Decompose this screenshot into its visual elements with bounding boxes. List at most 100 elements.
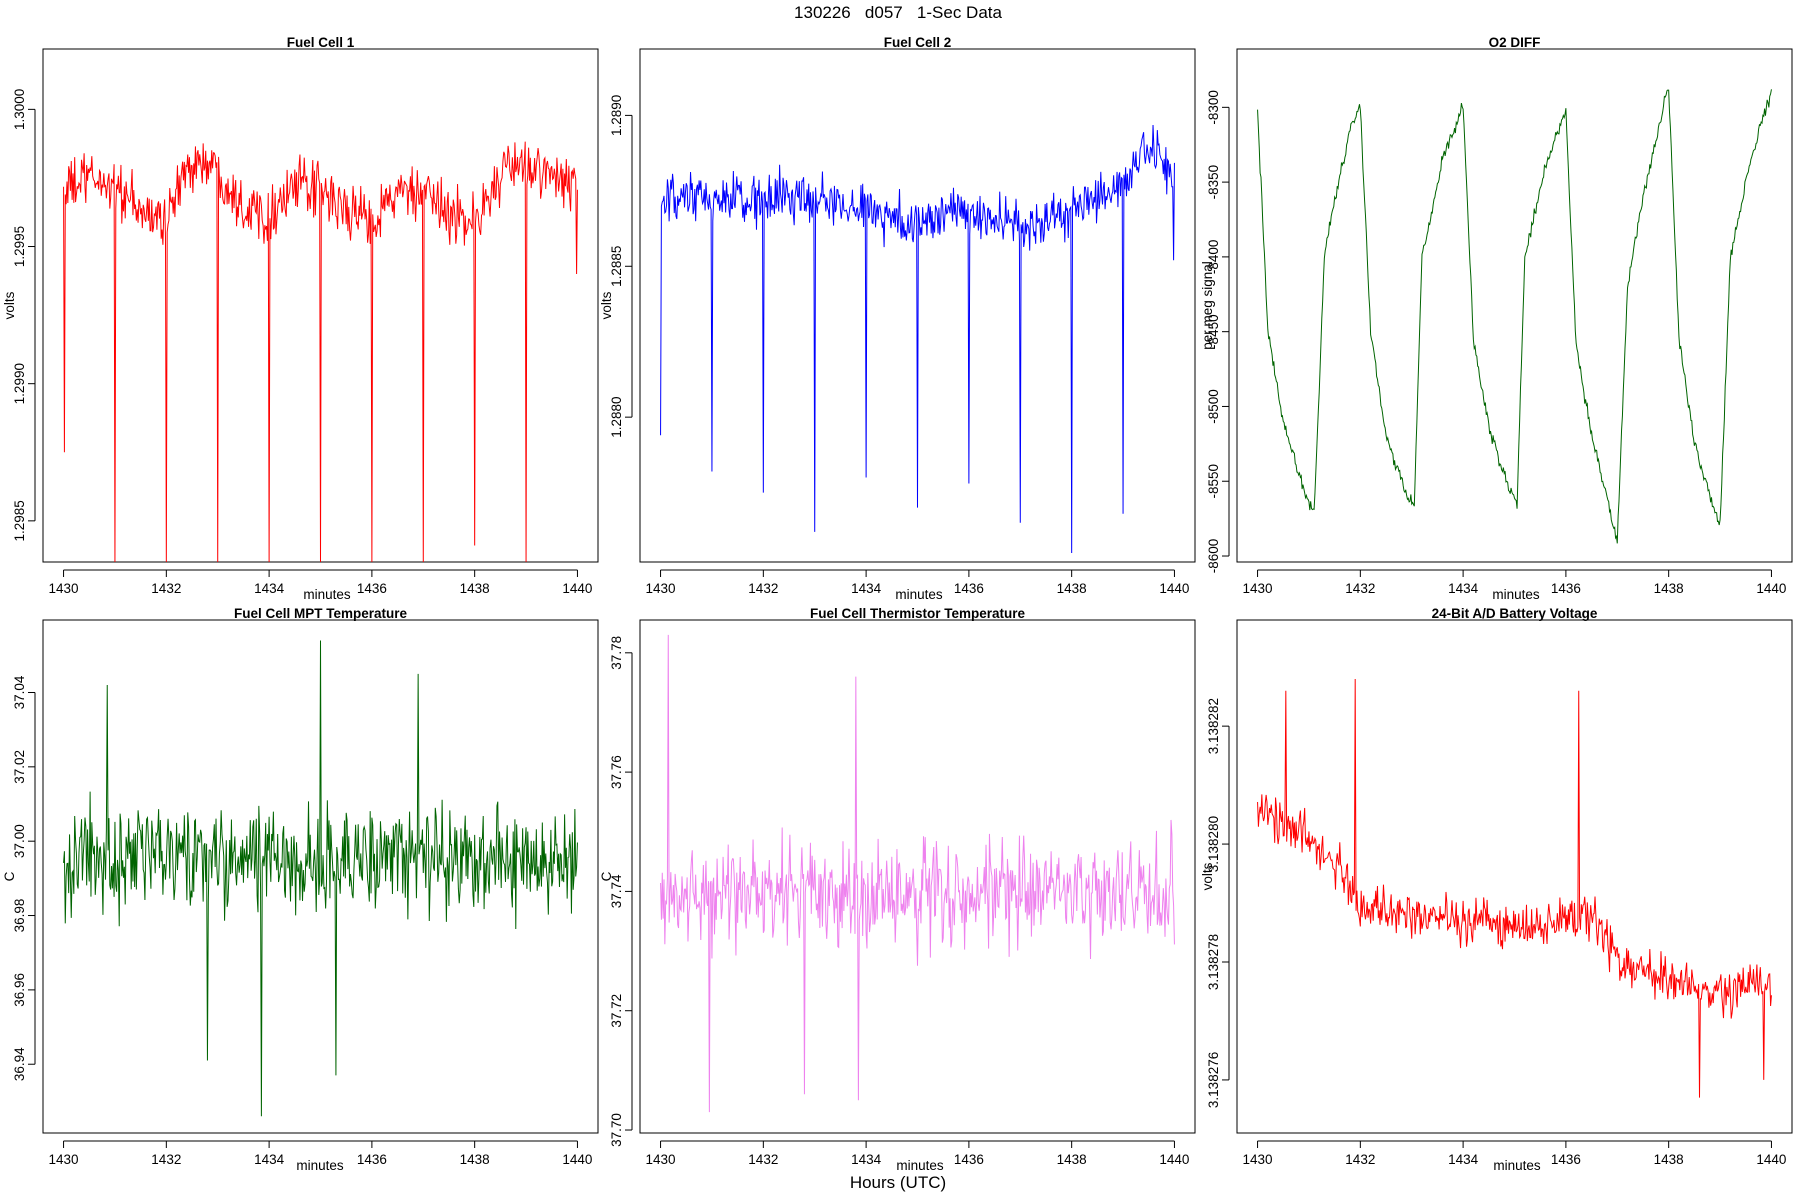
- x-tick-label: 1436: [1551, 581, 1581, 596]
- y-tick-label: 1.2880: [609, 397, 624, 438]
- plot-frame: [639, 619, 1196, 1134]
- panel-title: Fuel Cell 1: [287, 35, 355, 50]
- y-axis-label: volts: [2, 291, 17, 319]
- y-tick-label: 36.98: [12, 899, 27, 933]
- plot-frame: [1236, 619, 1793, 1134]
- y-tick-label: 36.94: [12, 1047, 27, 1081]
- x-tick-label: 1434: [851, 581, 882, 596]
- x-tick-label: 1438: [1057, 581, 1087, 596]
- x-tick-label: 1432: [1345, 1152, 1375, 1167]
- figure-title: 130226 d057 1-Sec Data: [794, 3, 1002, 22]
- x-tick-label: 1436: [954, 1152, 984, 1167]
- x-tick-label: 1432: [748, 581, 778, 596]
- y-axis: -8600 -8550 -8500 -8450 -8400 -8350 -8300: [1206, 90, 1230, 574]
- y-tick-label: 37.78: [609, 636, 624, 670]
- x-tick-label: 1430: [646, 581, 676, 596]
- x-tick-label: 1440: [562, 581, 592, 596]
- x-axis-label: minutes: [896, 1158, 944, 1173]
- panel-fuel-cell-thermistor-temperature: Fuel Cell Thermistor Temperature minutes…: [599, 606, 1196, 1173]
- series-line: [63, 141, 578, 563]
- panel-title: Fuel Cell Thermistor Temperature: [810, 606, 1026, 621]
- y-tick-label: -8500: [1206, 389, 1221, 424]
- panel-fuel-cell-mpt-temperature: Fuel Cell MPT Temperature minutes C 1430…: [2, 606, 599, 1173]
- x-axis-label: minutes: [1493, 1158, 1541, 1173]
- x-tick-label: 1438: [460, 581, 490, 596]
- y-axis: 1.2880 1.2885 1.2890: [609, 95, 633, 438]
- x-tick-label: 1440: [1756, 581, 1786, 596]
- y-tick-label: 37.00: [12, 824, 27, 858]
- y-axis: 36.94 36.96 36.98 37.00 37.02 37.04: [12, 675, 36, 1081]
- x-tick-label: 1438: [1057, 1152, 1087, 1167]
- y-tick-label: 1.2890: [609, 95, 624, 136]
- y-axis-label: volts: [1200, 862, 1215, 890]
- y-tick-label: 1.2885: [609, 246, 624, 287]
- x-tick-label: 1434: [254, 1152, 285, 1167]
- x-axis-label: minutes: [895, 587, 943, 602]
- y-tick-label: 37.72: [609, 994, 624, 1028]
- y-tick-label: 37.02: [12, 750, 27, 784]
- panel-title: Fuel Cell 2: [884, 35, 952, 50]
- series-line: [660, 124, 1175, 553]
- x-tick-label: 1436: [357, 1152, 387, 1167]
- x-tick-label: 1432: [151, 581, 181, 596]
- x-tick-label: 1436: [1551, 1152, 1581, 1167]
- figure-xlabel: Hours (UTC): [850, 1173, 946, 1192]
- x-tick-label: 1440: [1159, 1152, 1189, 1167]
- x-axis: 1430 1432 1434 1436 1438 1440: [646, 569, 1189, 596]
- y-tick-label: -8600: [1206, 539, 1221, 574]
- plot-frame: [639, 48, 1196, 563]
- panel-title: Fuel Cell MPT Temperature: [234, 606, 408, 621]
- x-tick-label: 1438: [1654, 581, 1684, 596]
- x-tick-label: 1434: [1448, 1152, 1479, 1167]
- y-tick-label: 37.70: [609, 1113, 624, 1147]
- x-tick-label: 1438: [460, 1152, 490, 1167]
- y-axis-label: C: [599, 871, 614, 881]
- x-tick-label: 1438: [1654, 1152, 1684, 1167]
- plot-frame: [1236, 48, 1793, 563]
- x-axis: 1430 1432 1434 1436 1438 1440: [49, 569, 592, 596]
- x-tick-label: 1430: [49, 1152, 79, 1167]
- panel-title: 24-Bit A/D Battery Voltage: [1432, 606, 1598, 621]
- x-axis-label: minutes: [1492, 587, 1540, 602]
- x-axis: 1430 1432 1434 1436 1438 1440: [646, 1140, 1189, 1167]
- x-tick-label: 1434: [851, 1152, 882, 1167]
- y-tick-label: 1.2995: [12, 226, 27, 267]
- y-axis: 37.70 37.72 37.74 37.76 37.78: [609, 636, 633, 1147]
- panel-title: O2 DIFF: [1489, 35, 1541, 50]
- panel-fuel-cell-1: Fuel Cell 1 minutes volts 1430 1432 1434 14…: [2, 35, 599, 602]
- x-tick-label: 1432: [1345, 581, 1375, 596]
- panel-fuel-cell-2: Fuel Cell 2 minutes volts 1430 1432 1434 14…: [599, 35, 1196, 602]
- y-tick-label: 1.3000: [12, 89, 27, 130]
- x-axis: 1430 1432 1434 1436 1438 1440: [1243, 569, 1786, 596]
- y-tick-label: -8400: [1206, 240, 1221, 275]
- y-tick-label: 3.138276: [1206, 1052, 1221, 1108]
- panel-battery-voltage: 24-Bit A/D Battery Voltage minutes volts…: [1200, 606, 1793, 1173]
- y-tick-label: -8350: [1206, 165, 1221, 200]
- y-tick-label: 3.138280: [1206, 816, 1221, 872]
- x-axis-label: minutes: [303, 587, 351, 602]
- series-line: [660, 634, 1175, 1113]
- x-tick-label: 1434: [254, 581, 285, 596]
- y-tick-label: 36.96: [12, 973, 27, 1007]
- y-axis: 1.2985 1.2990 1.2995 1.3000: [12, 89, 36, 541]
- x-tick-label: 1436: [954, 581, 984, 596]
- y-tick-label: -8550: [1206, 464, 1221, 499]
- y-axis-label: per meg signal: [1200, 261, 1215, 350]
- y-axis: 3.138276 3.138278 3.138280 3.138282: [1206, 698, 1230, 1108]
- y-tick-label: -8450: [1206, 314, 1221, 349]
- x-tick-label: 1434: [1448, 581, 1479, 596]
- panel-o2-diff: O2 DIFF minutes per meg signal 1430 1432 1…: [1200, 35, 1793, 602]
- x-tick-label: 1432: [151, 1152, 181, 1167]
- series-line: [63, 640, 578, 1117]
- y-tick-label: 37.74: [609, 874, 624, 908]
- x-tick-label: 1430: [1243, 581, 1273, 596]
- x-tick-label: 1430: [1243, 1152, 1273, 1167]
- x-axis: 1430 1432 1434 1436 1438 1440: [1243, 1140, 1786, 1167]
- x-tick-label: 1436: [357, 581, 387, 596]
- y-tick-label: 1.2990: [12, 363, 27, 404]
- x-tick-label: 1430: [49, 581, 79, 596]
- plot-frame: [42, 619, 599, 1134]
- x-axis: 1430 1432 1434 1436 1438 1440: [49, 1140, 592, 1167]
- y-axis-label: volts: [599, 291, 614, 319]
